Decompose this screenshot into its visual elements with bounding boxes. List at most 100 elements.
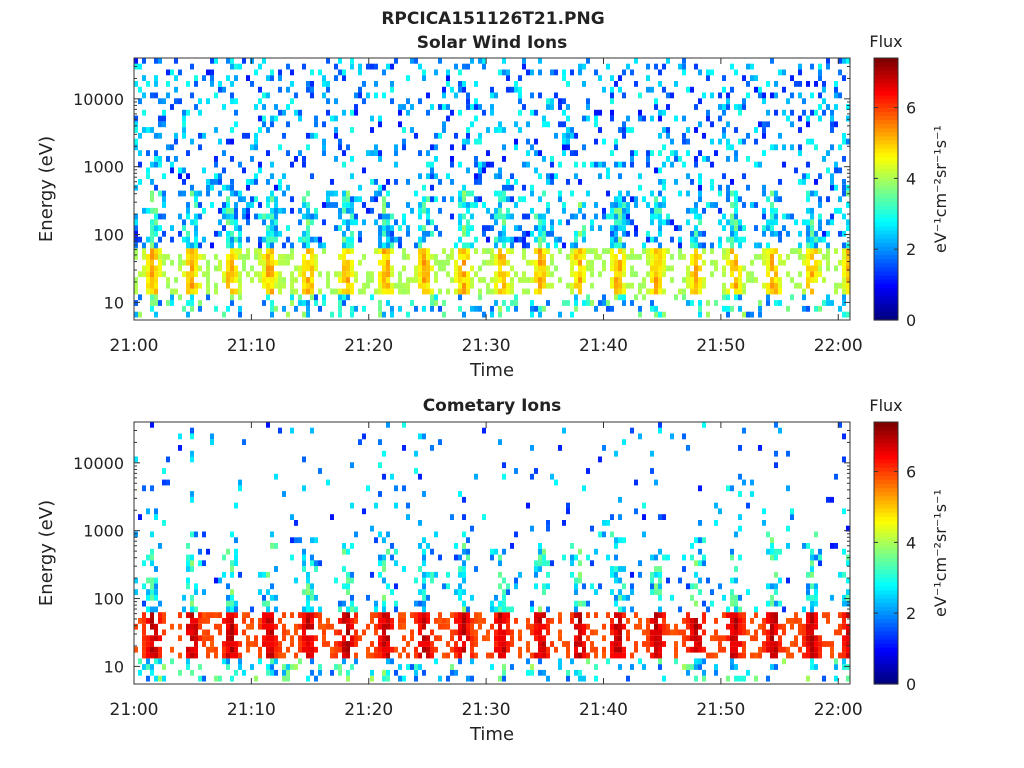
heatmap-cell: [770, 548, 774, 555]
heatmap-cell: [430, 144, 434, 151]
heatmap-cell: [182, 109, 186, 116]
heatmap-cell: [262, 219, 266, 226]
heatmap-cell: [526, 230, 530, 237]
heatmap-cell: [614, 225, 618, 231]
heatmap-cell: [310, 589, 314, 595]
heatmap-cell: [502, 675, 506, 682]
heatmap-cell: [190, 606, 194, 613]
heatmap-cell: [302, 277, 306, 283]
heatmap-cell: [254, 138, 258, 145]
heatmap-cell: [458, 294, 462, 301]
heatmap-cell: [766, 288, 770, 295]
heatmap-cell: [734, 623, 738, 630]
heatmap-cell: [406, 652, 410, 659]
x-tick-label: 22:00: [814, 700, 863, 720]
heatmap-cell: [278, 427, 282, 434]
heatmap-cell: [434, 156, 438, 162]
heatmap-cell: [470, 618, 474, 624]
heatmap-cell: [622, 294, 626, 301]
heatmap-cell: [142, 652, 146, 659]
heatmap-cell: [302, 254, 306, 260]
heatmap-cell: [570, 132, 574, 139]
heatmap-cell: [258, 98, 262, 105]
heatmap-cell: [262, 271, 266, 278]
heatmap-cell: [650, 236, 654, 243]
colorbar-swatch: [874, 156, 898, 161]
heatmap-cell: [846, 589, 850, 595]
heatmap-cell: [142, 248, 146, 254]
heatmap-cell: [550, 282, 554, 289]
heatmap-cell: [474, 115, 478, 122]
heatmap-cell: [154, 635, 158, 642]
heatmap-cell: [842, 646, 846, 653]
heatmap-cell: [514, 121, 518, 128]
heatmap-cell: [730, 485, 734, 492]
heatmap-cell: [346, 583, 350, 590]
heatmap-cell: [842, 612, 846, 618]
heatmap-cell: [422, 207, 426, 214]
heatmap-cell: [218, 259, 222, 266]
heatmap-cell: [502, 548, 506, 555]
heatmap-cell: [730, 144, 734, 151]
heatmap-cell: [658, 282, 662, 289]
heatmap-cell: [582, 225, 586, 231]
heatmap-cell: [342, 196, 346, 203]
heatmap-cell: [746, 184, 750, 191]
heatmap-cell: [638, 618, 642, 624]
heatmap-cell: [726, 623, 730, 630]
heatmap-cell: [426, 265, 430, 272]
heatmap-cell: [366, 207, 370, 214]
heatmap-cell: [346, 571, 350, 578]
heatmap-cell: [154, 277, 158, 283]
heatmap-cell: [194, 589, 198, 595]
heatmap-cell: [342, 230, 346, 237]
heatmap-cell: [434, 618, 438, 624]
heatmap-cell: [378, 491, 382, 497]
heatmap-cell: [622, 439, 626, 445]
heatmap-cell: [378, 213, 382, 220]
heatmap-cell: [146, 675, 150, 682]
heatmap-cell: [534, 109, 538, 116]
heatmap-cell: [498, 277, 502, 283]
heatmap-cell: [506, 646, 510, 653]
heatmap-cell: [306, 265, 310, 272]
heatmap-cell: [574, 173, 578, 180]
heatmap-cell: [302, 236, 306, 243]
heatmap-cell: [190, 618, 194, 624]
heatmap-cell: [558, 219, 562, 226]
heatmap-cell: [382, 623, 386, 630]
heatmap-cell: [346, 271, 350, 278]
heatmap-cell: [158, 265, 162, 272]
heatmap-cell: [278, 288, 282, 295]
heatmap-cell: [554, 646, 558, 653]
heatmap-cell: [618, 641, 622, 647]
heatmap-cell: [826, 219, 830, 226]
heatmap-cell: [270, 265, 274, 272]
plot-frame: [133, 57, 851, 321]
heatmap-cell: [378, 612, 382, 618]
heatmap-cell: [466, 92, 470, 99]
heatmap-cell: [202, 167, 206, 174]
heatmap-cell: [542, 236, 546, 243]
heatmap-cell: [238, 242, 242, 249]
heatmap-cell: [162, 115, 166, 122]
heatmap-cell: [310, 560, 314, 567]
heatmap-cell: [146, 127, 150, 133]
heatmap-cell: [666, 57, 670, 64]
heatmap-cell: [742, 629, 746, 636]
heatmap-cell: [254, 69, 258, 76]
heatmap-cell: [650, 305, 654, 312]
heatmap-cell: [614, 265, 618, 272]
heatmap-cell: [262, 236, 266, 243]
heatmap-cell: [462, 282, 466, 289]
heatmap-cell: [442, 92, 446, 99]
heatmap-cell: [142, 127, 146, 133]
heatmap-cell: [134, 646, 138, 653]
heatmap-cell: [418, 265, 422, 272]
colorbar-swatch: [874, 295, 898, 301]
heatmap-cell: [338, 207, 342, 214]
heatmap-cell: [174, 132, 178, 139]
heatmap-cell: [774, 629, 778, 636]
heatmap-cell: [158, 254, 162, 260]
heatmap-cell: [618, 265, 622, 272]
